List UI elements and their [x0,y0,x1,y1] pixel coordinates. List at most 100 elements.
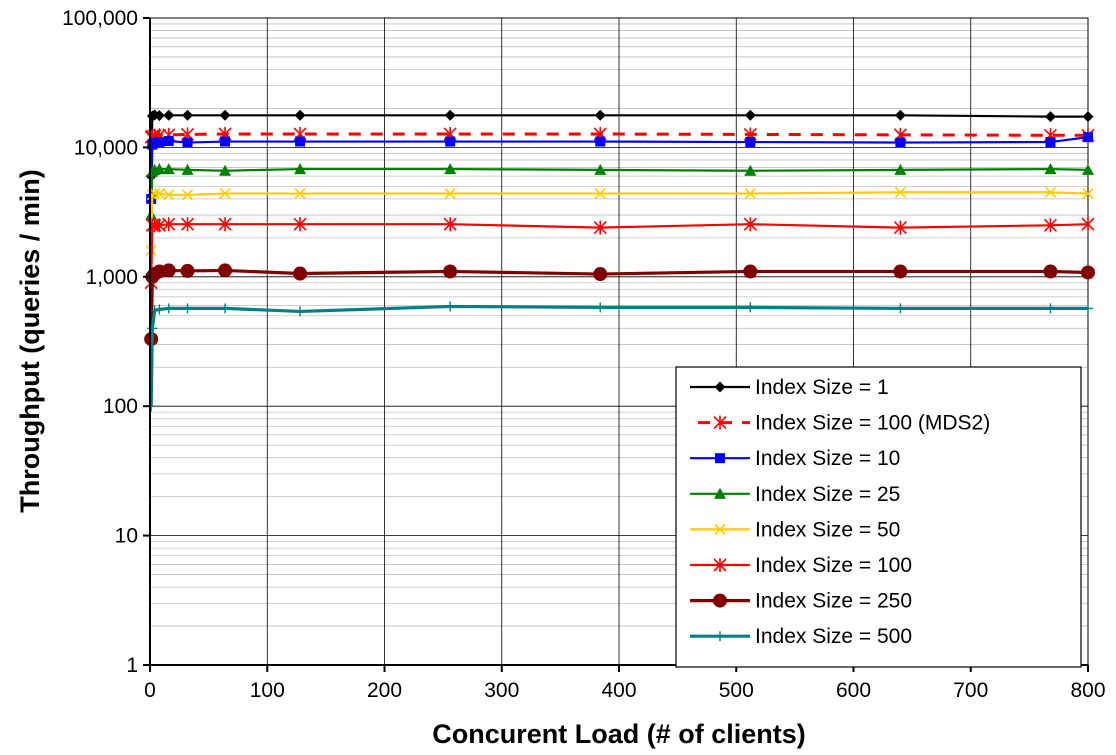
data-point [162,163,175,175]
data-point [743,264,758,279]
data-point [294,187,306,200]
x-tick-label: 400 [601,679,636,702]
legend-swatch-marker [713,415,727,430]
data-point [163,189,175,201]
legend-item: Index Size = 50 [690,518,900,541]
legend-label: Index Size = 1 [755,376,889,399]
data-point [444,109,456,121]
data-point [181,189,194,201]
data-point [1082,111,1094,123]
data-point [181,163,194,175]
data-point [163,303,174,314]
x-axis-title: Concurent Load (# of clients) [432,719,806,749]
series-layer [144,109,1095,412]
series-3 [146,132,1093,204]
legend-label: Index Size = 500 [755,625,912,648]
y-axis-title: Throughput (queries / min) [15,169,45,512]
legend-label: Index Size = 100 (MDS2) [755,412,990,435]
data-point [443,264,458,279]
data-point [163,109,175,121]
data-point [1083,132,1093,143]
data-point [220,303,231,314]
legend-label: Index Size = 50 [755,518,900,541]
data-point [894,186,906,198]
data-point [444,163,457,175]
data-point [445,136,456,147]
data-point [894,109,906,121]
data-point [154,137,165,148]
data-point [295,306,306,317]
data-point [219,164,232,176]
series-1 [145,109,1094,182]
data-point [593,220,607,235]
data-point [149,187,161,200]
data-point [153,110,165,122]
legend-item: Index Size = 500 [690,625,912,648]
legend-item: Index Size = 1 [690,376,889,399]
data-point [895,137,906,148]
data-point [218,217,232,232]
x-tick-label: 600 [836,679,871,702]
x-tick-label: 500 [719,679,754,702]
axes-layer: 1 10 100 1,000 10,000 100,000 0 100 200 300 400 500… [62,7,1105,702]
data-point [218,263,233,278]
data-point [153,163,166,175]
y-tick-label: 10,000 [74,136,138,159]
data-point [745,302,756,313]
legend-item: Index Size = 250 [690,590,912,613]
data-point [293,266,308,281]
data-point [294,109,306,121]
data-point [1083,303,1093,314]
x-tick-label: 800 [1070,679,1105,702]
data-point [1043,264,1058,279]
legend-label: Index Size = 100 [755,554,912,577]
series-4 [145,163,1094,221]
legend-swatch-marker [715,631,725,642]
data-point [594,187,606,200]
data-point [595,136,606,147]
x-tick-label: 300 [484,679,519,702]
data-point [445,301,456,312]
data-point [182,137,193,148]
data-point [444,187,456,200]
data-point [594,163,607,175]
legend-item: Index Size = 10 [690,447,900,470]
legend-swatch-marker [714,487,726,499]
data-point [219,109,231,121]
legend-swatch-marker [713,558,727,572]
legend-item: Index Size = 25 [690,483,900,506]
data-point [220,136,231,147]
data-point [893,264,908,279]
data-point [153,187,165,200]
data-point [219,187,231,200]
data-point [595,302,606,313]
series-8 [146,301,1093,412]
data-point [1044,111,1056,123]
data-point [1045,137,1056,148]
data-point [182,109,194,121]
data-point [293,217,307,232]
data-point [744,164,757,176]
x-tick-label: 100 [250,679,285,702]
data-point [744,187,756,200]
legend-swatch-marker [714,523,726,535]
data-point [894,163,907,175]
data-point [294,163,307,175]
legend-item: Index Size = 100 (MDS2) [698,412,990,435]
data-point [743,217,757,232]
data-point [1044,186,1057,198]
data-point [180,217,195,232]
data-point [1082,163,1094,175]
legend-item: Index Size = 100 [690,554,912,577]
x-tick-label: 0 [144,679,156,702]
data-point [593,267,608,282]
y-tick-label: 100,000 [62,7,138,30]
data-point [162,217,176,232]
data-point [744,109,756,121]
x-tick-label: 200 [367,679,402,702]
legend-swatch-marker [714,381,726,393]
legend-label: Index Size = 25 [755,483,900,506]
data-point [895,303,906,314]
data-point [1043,218,1058,233]
